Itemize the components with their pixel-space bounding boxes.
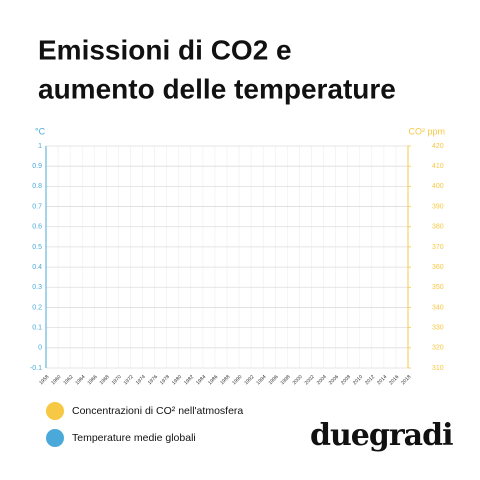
y-tick-label: 0.6: [32, 224, 42, 231]
y2-tick-label: 330: [432, 324, 444, 331]
chart-title: aumento delle temperature: [38, 73, 396, 104]
y-tick-label: 0.1: [32, 324, 42, 331]
legend-swatch: [46, 429, 64, 447]
y2-tick-label: 420: [432, 143, 444, 150]
y2-tick-label: 320: [432, 345, 444, 352]
y-tick-label: -0.1: [30, 365, 42, 372]
y-tick-label: 0: [38, 345, 42, 352]
legend-swatch: [46, 402, 64, 420]
y2-tick-label: 390: [432, 203, 444, 210]
y-tick-label: 0.5: [32, 244, 42, 251]
y-tick-label: 0.2: [32, 304, 42, 311]
y-tick-label: 0.8: [32, 183, 42, 190]
legend-label: Concentrazioni di CO² nell'atmosfera: [72, 405, 243, 417]
chart-title: Emissioni di CO2 e: [38, 34, 292, 65]
y-tick-label: 0.7: [32, 203, 42, 210]
y2-axis-label: CO² ppm: [408, 126, 445, 136]
y-axis-label: °C: [35, 126, 46, 136]
legend-label: Temperature medie globali: [72, 432, 196, 444]
y2-tick-label: 380: [432, 224, 444, 231]
y2-tick-label: 310: [432, 365, 444, 372]
y-tick-label: 0.3: [32, 284, 42, 291]
y-tick-label: 0.4: [32, 264, 42, 271]
y2-tick-label: 370: [432, 244, 444, 251]
y2-tick-label: 340: [432, 304, 444, 311]
y2-tick-label: 410: [432, 163, 444, 170]
y2-tick-label: 360: [432, 264, 444, 271]
y-tick-label: 0.9: [32, 163, 42, 170]
y-tick-label: 1: [38, 143, 42, 150]
y2-tick-label: 400: [432, 183, 444, 190]
y2-tick-label: 350: [432, 284, 444, 291]
logo: duegradi: [310, 418, 453, 453]
